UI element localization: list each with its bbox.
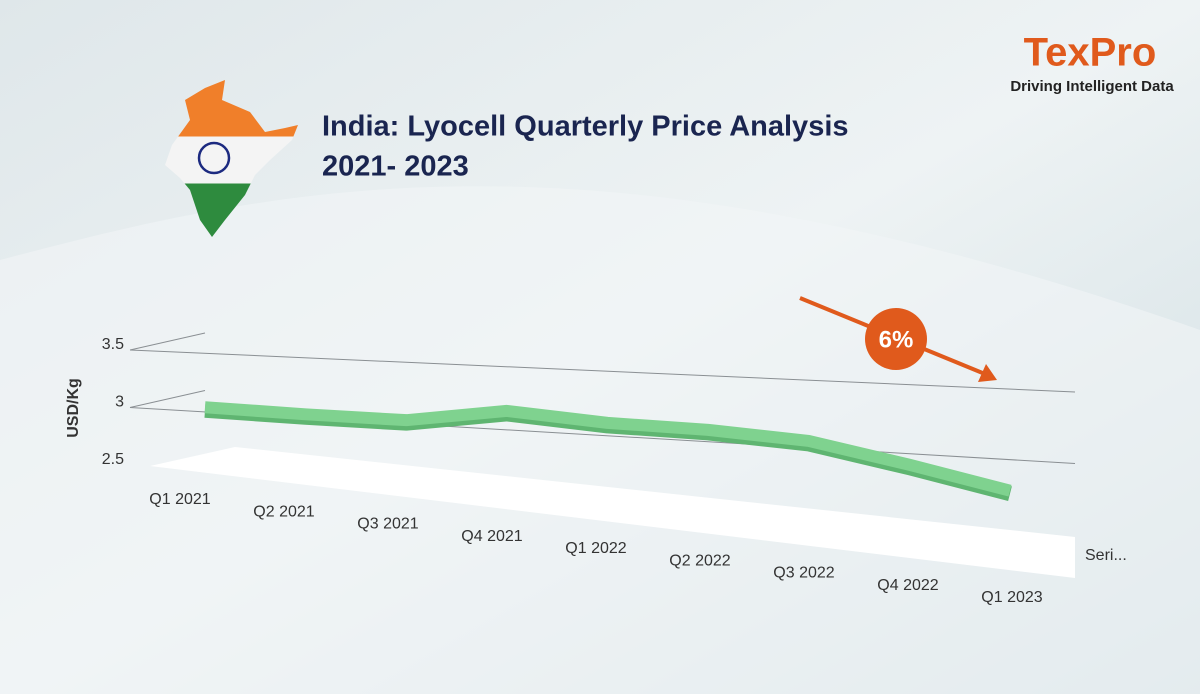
logo-tagline: Driving Intelligent Data [1010, 78, 1174, 95]
x-tick-label: Q2 2021 [253, 503, 314, 520]
y-tick-label: 3.5 [102, 336, 124, 353]
x-tick-label: Q3 2021 [357, 516, 418, 533]
x-tick-label: Q1 2023 [981, 589, 1042, 606]
legend-label: Seri... [1085, 547, 1127, 564]
x-tick-label: Q1 2022 [565, 540, 626, 557]
chart-floor [150, 447, 1075, 578]
y-tick-label: 3 [115, 394, 124, 411]
annotation-badge [865, 308, 927, 370]
y-tick-label: 2.5 [102, 451, 124, 468]
y-axis-label: USD/Kg [65, 378, 82, 438]
arrow-head [978, 364, 997, 382]
x-tick-label: Q4 2022 [877, 577, 938, 594]
grid-line [129, 390, 206, 408]
x-tick-label: Q2 2022 [669, 552, 730, 569]
chart-title: 2021- 2023 [322, 151, 469, 183]
x-tick-label: Q1 2021 [149, 491, 210, 508]
x-tick-label: Q4 2021 [461, 528, 522, 545]
chart-title: India: Lyocell Quarterly Price Analysis [322, 111, 849, 143]
chakra [197, 141, 231, 175]
logo-name: TexPro [1024, 31, 1157, 75]
grid-line [129, 349, 1076, 393]
annotation-text: 6% [879, 326, 914, 353]
x-tick-label: Q3 2022 [773, 565, 834, 582]
series-line [204, 401, 1012, 497]
grid-line [129, 332, 206, 351]
india-map [165, 80, 298, 237]
